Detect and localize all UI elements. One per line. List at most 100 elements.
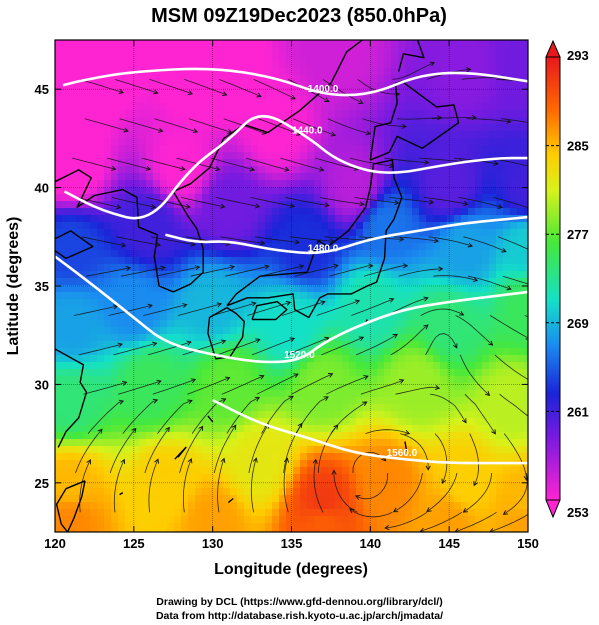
streamline-arrowhead xyxy=(493,160,499,166)
streamline-arrowhead xyxy=(252,457,258,463)
height-contour-line xyxy=(55,255,528,364)
streamline xyxy=(182,340,226,356)
streamline-arrowhead xyxy=(424,159,430,165)
streamline xyxy=(503,433,527,481)
streamline xyxy=(108,305,153,316)
streamline-arrowhead xyxy=(220,203,226,209)
streamline-arrowhead xyxy=(118,88,124,94)
streamline-arrowhead xyxy=(354,299,361,305)
streamline-arrowhead xyxy=(289,203,296,209)
streamline xyxy=(215,197,260,208)
streamline-arrowhead xyxy=(363,375,369,380)
temperature-field xyxy=(55,40,528,532)
streamline xyxy=(251,337,295,356)
streamline-arrowhead xyxy=(433,238,439,244)
streamline xyxy=(177,303,222,316)
streamline-arrowhead xyxy=(150,204,157,210)
streamline-arrowhead xyxy=(362,401,368,407)
streamline xyxy=(398,268,443,277)
streamline xyxy=(316,300,360,316)
streamline-arrowhead xyxy=(117,342,123,348)
streamline xyxy=(113,342,157,356)
streamline-arrowhead xyxy=(256,92,262,98)
streamline-arrowhead xyxy=(283,457,290,463)
streamline-arrowhead xyxy=(264,264,270,270)
streamline xyxy=(395,386,440,395)
streamline-arrowhead xyxy=(484,390,491,397)
streamline-arrowhead xyxy=(165,426,170,433)
credit-data: Data from http://database.rish.kyoto-u.a… xyxy=(155,610,444,622)
streamline-arrowhead xyxy=(506,285,512,291)
streamline xyxy=(397,117,442,120)
streamline xyxy=(152,379,196,395)
streamline xyxy=(114,79,158,94)
streamline-arrowhead xyxy=(501,247,507,253)
streamline-arrowhead xyxy=(536,81,540,85)
streamline xyxy=(283,458,289,513)
streamline-arrowhead xyxy=(473,480,479,487)
streamline xyxy=(213,425,237,474)
streamline xyxy=(385,511,428,529)
streamline-arrowhead xyxy=(251,301,257,307)
streamline-arrowhead xyxy=(330,131,336,137)
streamline xyxy=(111,197,156,208)
streamline xyxy=(459,354,490,396)
streamline xyxy=(295,396,329,434)
streamline xyxy=(78,343,123,356)
streamline xyxy=(79,459,91,513)
x-tick-label: 145 xyxy=(438,536,460,551)
streamline-arrowhead xyxy=(192,128,199,134)
streamline xyxy=(183,458,192,513)
streamline-arrowhead xyxy=(231,424,237,430)
streamline-arrowhead xyxy=(259,374,265,380)
streamline-arrowhead xyxy=(399,379,405,384)
coastline-segment xyxy=(55,348,88,448)
coastline-segment xyxy=(55,230,94,260)
streamline-arrowhead xyxy=(97,428,103,434)
coastline-segment xyxy=(251,301,288,321)
streamline xyxy=(121,267,165,277)
streamline xyxy=(493,197,528,209)
streamline xyxy=(280,157,324,171)
streamline-arrowhead xyxy=(225,376,231,382)
streamline-arrowhead xyxy=(111,165,117,171)
streamline-arrowhead xyxy=(182,303,188,309)
streamline xyxy=(72,157,116,170)
streamline xyxy=(426,472,458,512)
streamline xyxy=(86,267,131,277)
streamline-arrowhead xyxy=(572,459,576,463)
streamline-arrowhead xyxy=(333,263,339,269)
coastline-segment xyxy=(55,480,86,532)
streamline-arrowhead xyxy=(358,99,364,104)
streamline-arrowhead xyxy=(260,240,266,246)
streamline xyxy=(281,301,325,316)
streamline xyxy=(147,341,192,356)
streamline xyxy=(499,393,528,417)
streamline xyxy=(220,236,265,244)
streamline-arrowhead xyxy=(187,90,194,96)
streamline xyxy=(294,264,338,277)
coastline-segment xyxy=(227,497,234,504)
height-contour-line xyxy=(62,67,528,97)
streamline xyxy=(355,472,389,500)
streamline-arrowhead xyxy=(392,333,398,339)
streamline xyxy=(497,236,528,250)
streamline-arrowhead xyxy=(425,465,431,471)
streamline-arrowhead xyxy=(392,507,399,513)
streamline-arrowhead xyxy=(180,166,186,171)
streamline xyxy=(489,315,528,339)
streamline xyxy=(250,458,257,513)
streamline xyxy=(321,336,364,356)
streamline xyxy=(75,429,103,474)
streamline-arrowhead xyxy=(497,203,503,209)
streamline xyxy=(349,157,394,167)
coastline-segment xyxy=(404,441,408,452)
streamline-arrowhead xyxy=(359,201,365,207)
streamline xyxy=(155,266,200,277)
streamline xyxy=(141,157,185,170)
colorbar-tick-label: 285 xyxy=(567,139,589,154)
streamline xyxy=(384,157,429,164)
streamline xyxy=(212,302,256,316)
streamline xyxy=(393,472,423,513)
streamline xyxy=(116,236,161,246)
